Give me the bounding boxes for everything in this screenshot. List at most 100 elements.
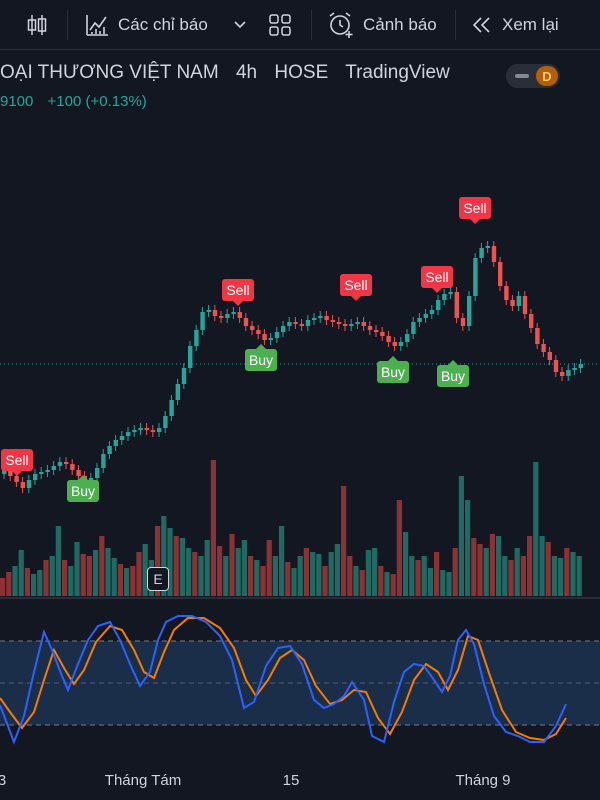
volume-bar — [229, 534, 235, 596]
time-axis-label: Tháng Tám — [104, 772, 182, 789]
price-fragment: 9100 — [0, 93, 34, 110]
volume-bar — [421, 556, 427, 596]
candle-body — [299, 324, 304, 326]
candle-body — [392, 342, 397, 346]
candle-body — [274, 332, 280, 338]
signal-text: Sell — [5, 452, 28, 468]
candle-body — [51, 466, 56, 470]
volume-bar — [427, 568, 433, 596]
candle-body — [26, 480, 32, 488]
signal-bubble — [437, 365, 469, 387]
candle-body — [380, 332, 385, 336]
volume-bar — [68, 566, 74, 596]
volume-bar — [341, 486, 347, 596]
volume-bar — [409, 556, 415, 596]
candle-body — [8, 470, 13, 476]
candlesticks — [2, 241, 583, 493]
signal-bubble — [421, 266, 453, 288]
volume-bar — [545, 542, 551, 596]
indicators-label: Các chỉ báo — [118, 15, 208, 34]
volume-bar — [446, 572, 452, 596]
volume-bar — [136, 552, 142, 596]
alarm-clock-plus-icon — [329, 12, 353, 38]
alert-button[interactable]: Cảnh báo — [327, 8, 437, 42]
volume-bar — [161, 516, 167, 596]
candle-body — [33, 474, 38, 480]
volume-bar — [186, 548, 192, 596]
candle-body — [355, 322, 360, 324]
earnings-badge[interactable]: E — [147, 567, 169, 591]
bar-style-button[interactable] — [26, 8, 48, 42]
volume-bar — [254, 560, 260, 596]
candle-body — [175, 384, 180, 400]
volume-bar — [179, 538, 185, 596]
time-axis[interactable]: 3 Tháng Tám 15 Tháng 9 — [0, 768, 600, 798]
candle-body — [281, 326, 286, 332]
candle-body — [95, 468, 100, 478]
volume-bar — [192, 552, 198, 596]
candlestick-icon — [27, 15, 47, 35]
volume-bar — [49, 556, 55, 596]
toolbar-divider — [67, 10, 68, 40]
price-change-row: 9100 +100 (+0.13%) — [0, 93, 147, 110]
buy-signal-label: Buy — [377, 356, 409, 383]
indicators-button[interactable]: Các chỉ báo — [84, 8, 208, 42]
stoch-k-line — [0, 615, 567, 745]
volume-bar — [223, 556, 229, 596]
candle-body — [45, 470, 50, 472]
volume-bar — [328, 552, 334, 596]
candle-body — [312, 318, 317, 320]
stoch-d-line — [0, 617, 567, 742]
buy-signal-label: Buy — [437, 360, 469, 387]
volume-bar — [303, 548, 309, 596]
volume-bar — [105, 548, 111, 596]
top-toolbar: Các chỉ báo Cảnh báo Xem lại — [0, 0, 600, 50]
volume-bar — [396, 500, 402, 596]
volume-bar — [80, 554, 86, 596]
volume-bar — [43, 560, 49, 596]
volume-bar — [322, 566, 328, 596]
volume-bar — [210, 460, 216, 596]
signal-bubble — [245, 349, 277, 371]
indicators-dropdown[interactable] — [233, 8, 247, 42]
volume-bar — [272, 556, 278, 596]
candle-body — [101, 454, 106, 468]
volume-bar — [0, 578, 6, 596]
volume-bar — [452, 548, 458, 596]
data-source-label: TradingView — [345, 62, 450, 83]
signal-labels: Sell Buy Sell Buy Sell Buy Sell Buy Sell — [1, 197, 491, 502]
candle-body — [206, 310, 211, 312]
candle-body — [442, 294, 447, 300]
signal-bubble — [377, 361, 409, 383]
sell-signal-label: Sell — [459, 197, 491, 224]
volume-bar — [6, 572, 12, 596]
volume-bar — [390, 574, 396, 596]
volume-bar — [520, 556, 526, 596]
signal-bubble — [459, 197, 491, 219]
signal-pointer — [256, 344, 266, 349]
symbol-legend[interactable]: OẠI THƯƠNG VIỆT NAM 4h HOSE TradingView — [0, 62, 462, 84]
candle-body — [498, 262, 503, 286]
candle-body — [522, 296, 528, 314]
candle-body — [113, 440, 118, 446]
candle-body — [2, 470, 7, 474]
volume-bar — [31, 574, 37, 596]
signal-text: Sell — [344, 277, 367, 293]
candle-body — [423, 314, 428, 318]
signal-text: Buy — [441, 368, 465, 384]
signal-text: Buy — [71, 483, 95, 499]
market-status-toggle[interactable]: D — [506, 64, 560, 88]
signal-pointer — [432, 288, 442, 293]
volume-bar — [285, 562, 291, 596]
interval-label: 4h — [235, 62, 258, 83]
volume-bar — [18, 550, 24, 596]
symbol-name: OẠI THƯƠNG VIỆT NAM — [0, 62, 219, 83]
templates-button[interactable] — [268, 8, 292, 42]
oscillator-band — [0, 640, 600, 726]
candle-body — [479, 248, 484, 258]
volume-bar — [576, 556, 582, 596]
candle-body — [560, 372, 565, 376]
replay-button[interactable]: Xem lại — [470, 8, 559, 42]
candle-body — [256, 330, 261, 334]
